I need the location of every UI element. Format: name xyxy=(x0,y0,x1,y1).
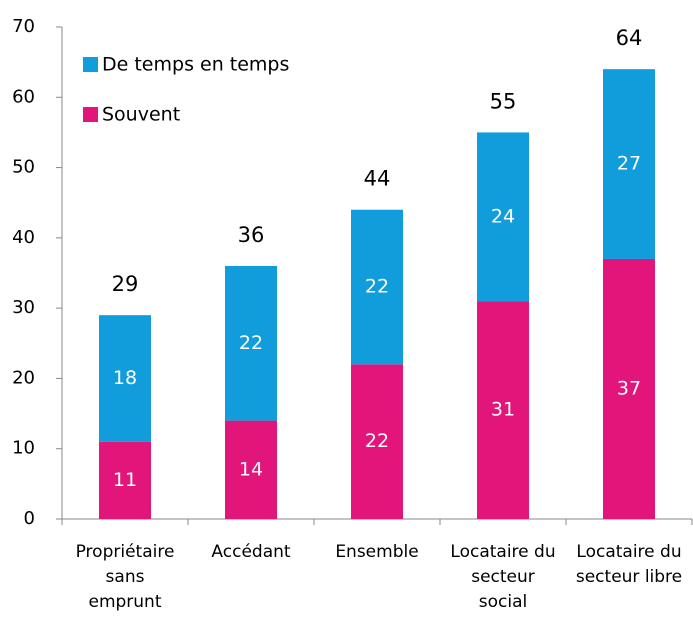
bar-segment xyxy=(225,265,277,421)
legend-label: Souvent xyxy=(102,104,180,126)
bar-segment xyxy=(603,258,655,519)
data-label: 37 xyxy=(617,377,641,399)
bar-segment xyxy=(351,209,403,365)
data-label: 18 xyxy=(113,367,137,389)
data-label: 24 xyxy=(491,205,515,227)
x-tick-label: secteur libre xyxy=(576,567,682,587)
data-label: 11 xyxy=(113,469,137,491)
x-tick-label: secteur xyxy=(471,567,535,587)
y-tick-label: 60 xyxy=(12,86,35,107)
total-label: 29 xyxy=(112,272,139,296)
legend-label: De temps en temps xyxy=(102,54,289,76)
data-label: 22 xyxy=(365,276,389,298)
bar-segment xyxy=(477,301,529,519)
x-tick-label: Locataire du xyxy=(450,542,555,562)
x-tick-label: Accédant xyxy=(211,542,290,562)
y-tick-label: 50 xyxy=(12,157,35,178)
y-tick-label: 10 xyxy=(12,438,35,459)
data-label: 22 xyxy=(365,430,389,452)
legend-swatch xyxy=(83,57,98,72)
data-label: 22 xyxy=(239,332,263,354)
bar-segment xyxy=(225,420,277,519)
x-tick-label: Locataire du xyxy=(576,542,681,562)
y-tick-label: 40 xyxy=(12,227,35,248)
x-tick-label: social xyxy=(479,592,527,612)
total-label: 64 xyxy=(616,26,643,50)
y-tick-label: 0 xyxy=(24,508,35,529)
x-tick-label: sans xyxy=(106,567,145,587)
bar-segment xyxy=(99,441,151,519)
total-label: 36 xyxy=(238,223,265,247)
bar-segment xyxy=(603,69,655,259)
y-tick-label: 30 xyxy=(12,297,35,318)
data-label: 27 xyxy=(617,153,641,175)
data-label: 14 xyxy=(239,458,263,480)
x-tick-label: Ensemble xyxy=(335,542,418,562)
bar-segment xyxy=(99,315,151,442)
total-label: 55 xyxy=(490,89,517,113)
y-tick-label: 20 xyxy=(12,367,35,388)
bar-segment xyxy=(477,132,529,302)
legend-swatch xyxy=(83,107,98,122)
y-tick-label: 70 xyxy=(12,16,35,37)
data-label: 31 xyxy=(491,399,515,421)
x-tick-label: emprunt xyxy=(88,592,161,612)
bar-segment xyxy=(351,364,403,519)
total-label: 44 xyxy=(364,167,391,191)
x-tick-label: Propriétaire xyxy=(76,542,175,562)
